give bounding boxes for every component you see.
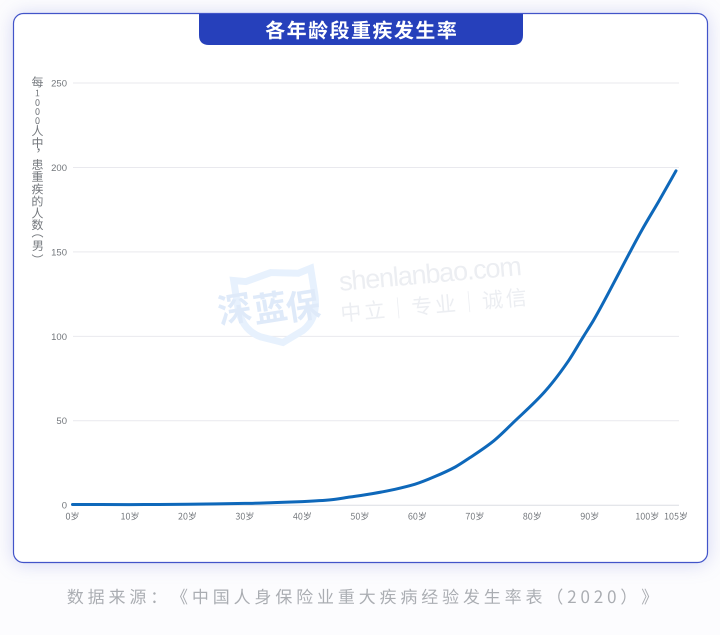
svg-text:50: 50 bbox=[56, 416, 67, 427]
svg-text:250: 250 bbox=[51, 78, 67, 89]
svg-text:0: 0 bbox=[62, 501, 67, 512]
svg-text:200: 200 bbox=[51, 163, 67, 174]
svg-text:150: 150 bbox=[51, 247, 67, 258]
svg-text:100: 100 bbox=[51, 332, 67, 343]
